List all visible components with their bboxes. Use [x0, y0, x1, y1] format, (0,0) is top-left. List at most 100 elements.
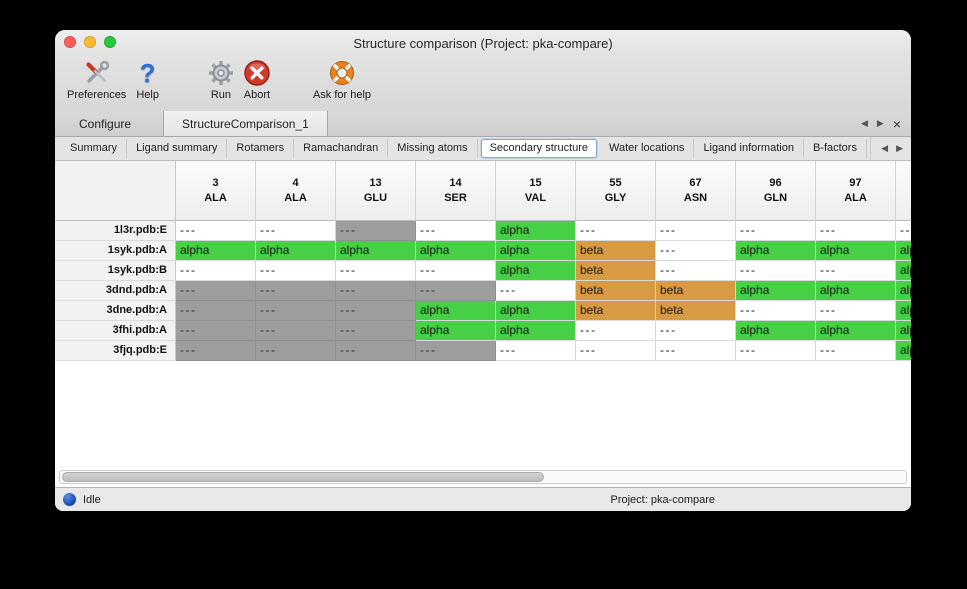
close-tab-icon[interactable]: × — [892, 115, 901, 132]
ss-cell: alpha — [896, 341, 911, 361]
ss-cell: alpha — [896, 261, 911, 281]
ss-cell: alpha — [416, 321, 496, 341]
run-label: Run — [210, 89, 232, 101]
ss-cell: beta — [576, 261, 656, 281]
ss-cell: --- — [656, 321, 736, 341]
subtab-rotamers[interactable]: Rotamers — [227, 139, 295, 158]
column-header: 14 SER — [416, 161, 496, 221]
ask-for-help-button[interactable]: Ask for help — [313, 57, 371, 101]
ss-cell: beta — [576, 301, 656, 321]
column-header — [896, 161, 911, 221]
tab-controls: ◀ ▶ × — [861, 111, 901, 136]
ss-cell: alpha — [816, 281, 896, 301]
abort-x-icon — [243, 57, 271, 89]
abort-label: Abort — [243, 89, 271, 101]
ss-cell: --- — [496, 281, 576, 301]
status-indicator-icon — [63, 493, 76, 506]
status-text: Idle — [83, 493, 101, 506]
ss-cell: alpha — [816, 241, 896, 261]
subtab-water-locations[interactable]: Water locations — [600, 139, 695, 158]
row-label: 3fhi.pdb:A — [55, 321, 176, 341]
ss-cell: --- — [416, 221, 496, 241]
app-window: Structure comparison (Project: pka-compa… — [55, 30, 911, 511]
ss-cell: --- — [656, 221, 736, 241]
column-header: 15 VAL — [496, 161, 576, 221]
ss-cell: --- — [256, 321, 336, 341]
ss-cell: alpha — [416, 241, 496, 261]
ss-cell: --- — [256, 221, 336, 241]
abort-button[interactable]: Abort — [243, 57, 271, 101]
run-button[interactable]: Run — [207, 57, 235, 101]
ss-cell: alpha — [176, 241, 256, 261]
ss-cell: --- — [416, 341, 496, 361]
ss-cell: --- — [336, 261, 416, 281]
table-body: 1l3r.pdb:E --- --- --- --- alpha --- --- --- --- -… — [55, 221, 911, 361]
prev-subtab-arrow-icon[interactable]: ◀ — [881, 143, 889, 153]
scrollbar-thumb[interactable] — [62, 472, 545, 482]
ss-cell: --- — [256, 281, 336, 301]
ss-cell: --- — [256, 301, 336, 321]
column-header: 97 ALA — [816, 161, 896, 221]
close-window-button[interactable] — [64, 36, 76, 48]
tools-icon — [82, 57, 112, 89]
minimize-window-button[interactable] — [84, 36, 96, 48]
tab-structurecomparison-1[interactable]: StructureComparison_1 — [163, 111, 328, 136]
ss-cell: alpha — [496, 321, 576, 341]
preferences-button[interactable]: Preferences — [67, 57, 126, 101]
row-label: 1syk.pdb:B — [55, 261, 176, 281]
ss-cell: --- — [496, 341, 576, 361]
table-row: 3fjq.pdb:E---------------------------alp… — [55, 341, 911, 361]
preferences-label: Preferences — [67, 89, 127, 101]
row-label: 1syk.pdb:A — [55, 241, 176, 261]
ss-cell: alpha — [496, 221, 576, 241]
subtab-secondary-structure[interactable]: Secondary structure — [480, 139, 598, 158]
column-header: 67 ASN — [656, 161, 736, 221]
column-header: 55 GLY — [576, 161, 656, 221]
ss-cell: --- — [736, 261, 816, 281]
toolbar: Preferences ? Help — [55, 55, 911, 111]
table-row: 3dne.pdb:A --- --- --- alpha alpha beta beta ---… — [55, 301, 911, 321]
ss-cell: --- — [736, 341, 816, 361]
ss-cell: beta — [576, 241, 656, 261]
tab-bar: Configure StructureComparison_1 ◀ ▶ × — [55, 111, 911, 137]
row-label: 3dne.pdb:A — [55, 301, 176, 321]
help-button[interactable]: ? Help — [136, 57, 159, 101]
subtab-ligand-summary[interactable]: Ligand summary — [127, 139, 228, 158]
prev-tab-arrow-icon[interactable]: ◀ — [860, 118, 868, 128]
ss-cell: alpha — [816, 321, 896, 341]
column-header: 4 ALA — [256, 161, 336, 221]
subtab-ligand-information[interactable]: Ligand information — [694, 139, 804, 158]
ss-cell: --- — [336, 301, 416, 321]
status-bar: Idle Project: pka-compare — [55, 487, 911, 511]
column-header: 96 GLN — [736, 161, 816, 221]
ss-cell: --- — [576, 341, 656, 361]
table-row: 3dnd.pdb:A --- --- --- --- --- beta beta alpha al… — [55, 281, 911, 301]
zoom-window-button[interactable] — [104, 36, 116, 48]
horizontal-scrollbar[interactable] — [59, 470, 907, 484]
ss-cell: alpha — [736, 281, 816, 301]
subtab-b-factors[interactable]: B-factors — [804, 139, 867, 158]
ss-cell: alpha — [496, 301, 576, 321]
window-title: Structure comparison (Project: pka-compa… — [353, 36, 613, 51]
ss-cell: --- — [336, 281, 416, 301]
subtab-bar: Summary Ligand summary Rotamers Ramachandra… — [55, 137, 911, 161]
subtab-summary[interactable]: Summary — [61, 139, 128, 158]
ss-cell: beta — [576, 281, 656, 301]
ss-cell: --- — [656, 341, 736, 361]
ss-cell: alpha — [896, 301, 911, 321]
subtab-ramachandran[interactable]: Ramachandran — [294, 139, 389, 158]
ss-cell: alpha — [496, 241, 576, 261]
tab-configure[interactable]: Configure — [79, 116, 132, 131]
ss-cell: --- — [576, 321, 656, 341]
row-label: 3fjq.pdb:E — [55, 341, 176, 361]
subtab-missing-atoms[interactable]: Missing atoms — [388, 139, 478, 158]
row-label: 3dnd.pdb:A — [55, 281, 176, 301]
ss-cell: --- — [656, 241, 736, 261]
ss-cell: alpha — [896, 241, 911, 261]
titlebar: Structure comparison (Project: pka-compa… — [55, 30, 911, 55]
subtab-items: Summary Ligand summary Rotamers Ramachandra… — [61, 139, 867, 158]
table-corner-cell — [55, 161, 176, 221]
next-tab-arrow-icon[interactable]: ▶ — [876, 118, 884, 128]
table-row: 1syk.pdb:B --- --- --- --- alpha beta --- --- ---… — [55, 261, 911, 281]
next-subtab-arrow-icon[interactable]: ▶ — [896, 143, 903, 153]
